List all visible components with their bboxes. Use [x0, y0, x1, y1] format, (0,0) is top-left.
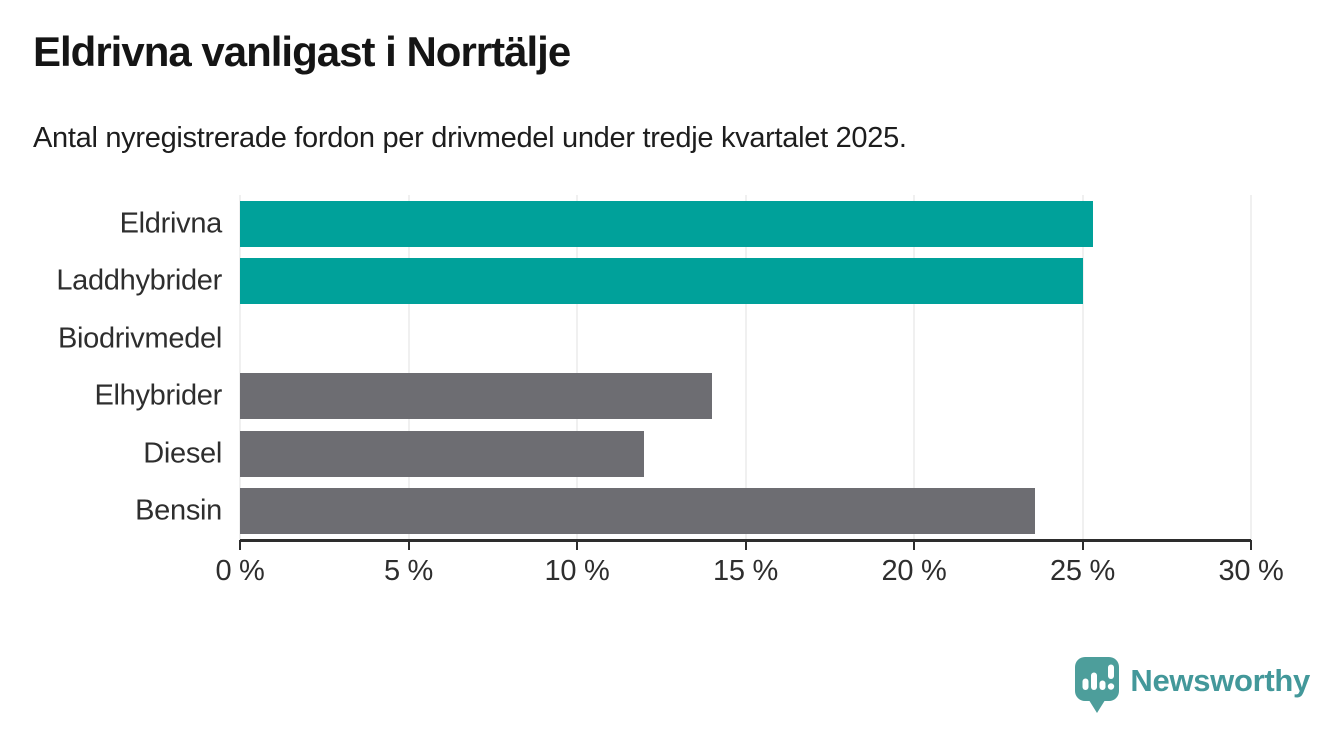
gridline [1250, 195, 1252, 540]
exclamation-bar [1108, 664, 1115, 679]
newsworthy-brand-text: Newsworthy [1130, 662, 1310, 698]
newsworthy-logo-icon [1075, 657, 1120, 713]
category-label: Laddhybrider [56, 264, 222, 297]
gridline [576, 195, 578, 540]
chart-subtitle: Antal nyregistrerade fordon per drivmede… [33, 122, 907, 154]
mini-bar-1 [1082, 678, 1089, 690]
x-tick [576, 540, 578, 550]
x-tick-label: 10 % [544, 555, 610, 587]
gridline [745, 195, 746, 540]
category-label: Biodrivmedel [57, 322, 222, 355]
bar-row: Bensin [135, 483, 1251, 541]
x-tick-label: 30 % [1218, 555, 1284, 587]
bar-row: Laddhybrider [56, 253, 1251, 311]
x-tick [407, 540, 410, 550]
x-tick [239, 540, 241, 550]
exclamation-dot [1108, 683, 1115, 690]
bar [240, 258, 1083, 305]
bar [240, 430, 645, 477]
x-tick [1250, 540, 1252, 550]
x-tick-label: 25 % [1050, 555, 1115, 587]
mini-bar-2 [1091, 672, 1098, 690]
bar [240, 488, 1036, 535]
gridline [239, 195, 241, 540]
bar [240, 200, 1093, 247]
category-label: Bensin [135, 494, 222, 527]
category-label: Diesel [143, 437, 222, 470]
category-label: Eldrivna [119, 207, 223, 240]
newsworthy-logo: Newsworthy [1075, 657, 1310, 714]
plot-area: 0 % 5 % 10 % 15 % 20 % 25 % 30 % Eldrivna Laddhy… [56, 195, 1284, 587]
x-tick-label: 15 % [713, 555, 778, 587]
x-tick-label: 20 % [881, 555, 947, 587]
x-tick [744, 540, 747, 550]
category-label: Elhybrider [94, 379, 222, 412]
gridline [408, 195, 409, 540]
x-tick-label: 0 % [215, 555, 265, 587]
page-title: Eldrivna vanligast i Norrtälje [33, 28, 571, 75]
gridline [1082, 195, 1083, 540]
bar-row: Eldrivna [120, 195, 1251, 253]
bar-row: Biodrivmedel [58, 310, 1251, 368]
bar-row: Elhybrider [94, 368, 1251, 426]
gridline [913, 195, 915, 540]
x-tick-label: 5 % [383, 555, 434, 587]
mini-bar-3 [1099, 680, 1106, 690]
x-tick [1081, 540, 1084, 550]
x-tick [913, 540, 915, 550]
bar-row: Diesel [143, 425, 1251, 483]
bar [240, 373, 712, 420]
